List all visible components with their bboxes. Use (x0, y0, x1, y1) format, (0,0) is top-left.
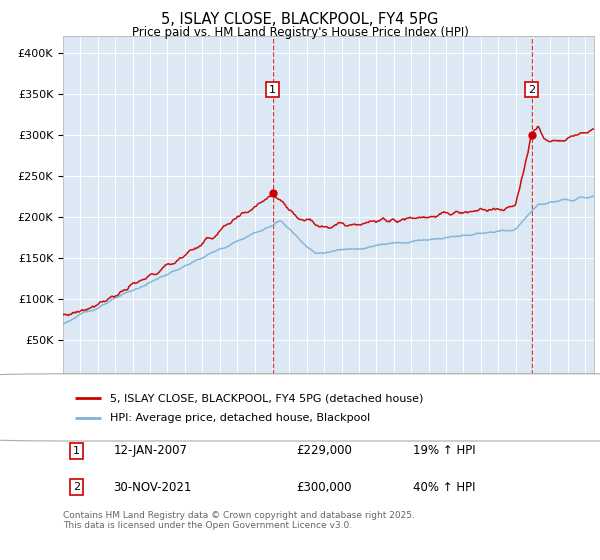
FancyBboxPatch shape (0, 374, 600, 441)
Text: Price paid vs. HM Land Registry's House Price Index (HPI): Price paid vs. HM Land Registry's House … (131, 26, 469, 39)
Text: HPI: Average price, detached house, Blackpool: HPI: Average price, detached house, Blac… (110, 413, 370, 423)
Text: 1: 1 (73, 446, 80, 456)
Text: 2: 2 (73, 482, 80, 492)
Text: 40% ↑ HPI: 40% ↑ HPI (413, 480, 476, 494)
Text: 5, ISLAY CLOSE, BLACKPOOL, FY4 5PG (detached house): 5, ISLAY CLOSE, BLACKPOOL, FY4 5PG (deta… (110, 393, 423, 403)
Text: 1: 1 (269, 85, 276, 95)
Text: 5, ISLAY CLOSE, BLACKPOOL, FY4 5PG: 5, ISLAY CLOSE, BLACKPOOL, FY4 5PG (161, 12, 439, 27)
Text: £229,000: £229,000 (296, 444, 353, 458)
Text: 30-NOV-2021: 30-NOV-2021 (113, 480, 192, 494)
Text: Contains HM Land Registry data © Crown copyright and database right 2025.
This d: Contains HM Land Registry data © Crown c… (63, 511, 415, 530)
Text: £300,000: £300,000 (296, 480, 352, 494)
Text: 12-JAN-2007: 12-JAN-2007 (113, 444, 187, 458)
Text: 19% ↑ HPI: 19% ↑ HPI (413, 444, 476, 458)
Text: 2: 2 (528, 85, 535, 95)
